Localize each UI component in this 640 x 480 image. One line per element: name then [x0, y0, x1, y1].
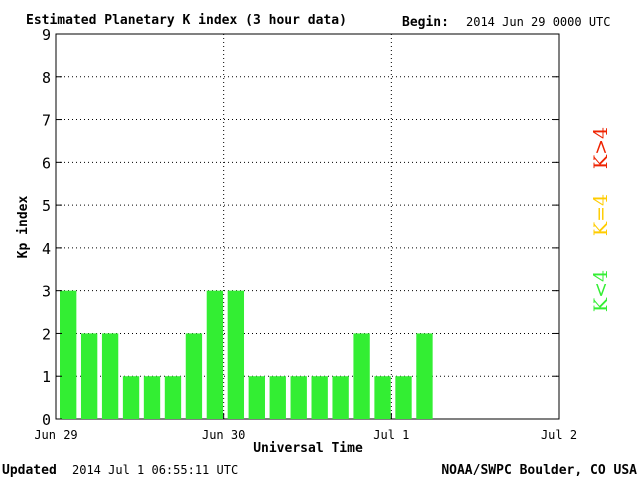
x-ticks: Jun 29 Jun 30 Jul 1 Jul 2 [34, 413, 577, 442]
kp-bar [143, 376, 161, 419]
kp-bar [60, 290, 77, 419]
y-tick-label: 4 [42, 240, 51, 258]
y-tick-label: 1 [42, 368, 51, 386]
y-ticks: 0 1 2 3 4 5 6 7 8 9 [42, 26, 559, 429]
kp-bar [395, 376, 412, 419]
kp-bar [416, 333, 433, 419]
y-tick-label: 0 [42, 411, 51, 429]
kp-bar [248, 376, 265, 419]
chart-title: Estimated Planetary K index (3 hour data… [26, 13, 347, 28]
grid-lines [56, 34, 559, 419]
kp-bar [227, 290, 245, 419]
kp-bar [101, 333, 119, 419]
source-credit: NOAA/SWPC Boulder, CO USA [441, 463, 637, 478]
kp-bar [269, 376, 286, 419]
y-tick-label: 2 [42, 325, 51, 343]
y-tick-label: 5 [42, 197, 51, 215]
updated-label: Updated [2, 463, 57, 478]
begin-label: Begin: [402, 15, 449, 30]
kp-bar [290, 376, 307, 419]
kp-bar [374, 376, 391, 419]
x-axis-title: Universal Time [253, 441, 363, 456]
kp-bar [80, 333, 98, 419]
kp-bar [164, 376, 182, 419]
kp-bar [311, 376, 328, 419]
kp-bar [332, 376, 349, 419]
begin-value: 2014 Jun 29 0000 UTC [466, 15, 611, 29]
kp-bar [185, 333, 203, 419]
x-tick-label: Jul 2 [541, 428, 577, 442]
kp-bar [206, 290, 224, 419]
legend-item-k-less-4: K<4 [590, 270, 612, 312]
x-tick-label: Jul 1 [373, 428, 409, 442]
y-tick-label: 3 [42, 283, 51, 301]
bar-series [60, 290, 433, 419]
x-tick-label: Jun 29 [34, 428, 77, 442]
kp-bar [353, 333, 370, 419]
legend-item-k-greater-4: K>4 [590, 127, 612, 169]
y-tick-label: 8 [42, 69, 51, 87]
updated-value: 2014 Jul 1 06:55:11 UTC [72, 463, 238, 477]
y-tick-label: 7 [42, 112, 51, 130]
plot-area [55, 33, 560, 420]
legend-item-k-equal-4: K=4 [590, 194, 612, 236]
x-tick-label: Jun 30 [202, 428, 245, 442]
kp-bar [122, 376, 140, 419]
y-tick-label: 6 [42, 154, 51, 172]
y-tick-label: 9 [42, 26, 51, 44]
y-axis-title: Kp index [16, 196, 31, 259]
